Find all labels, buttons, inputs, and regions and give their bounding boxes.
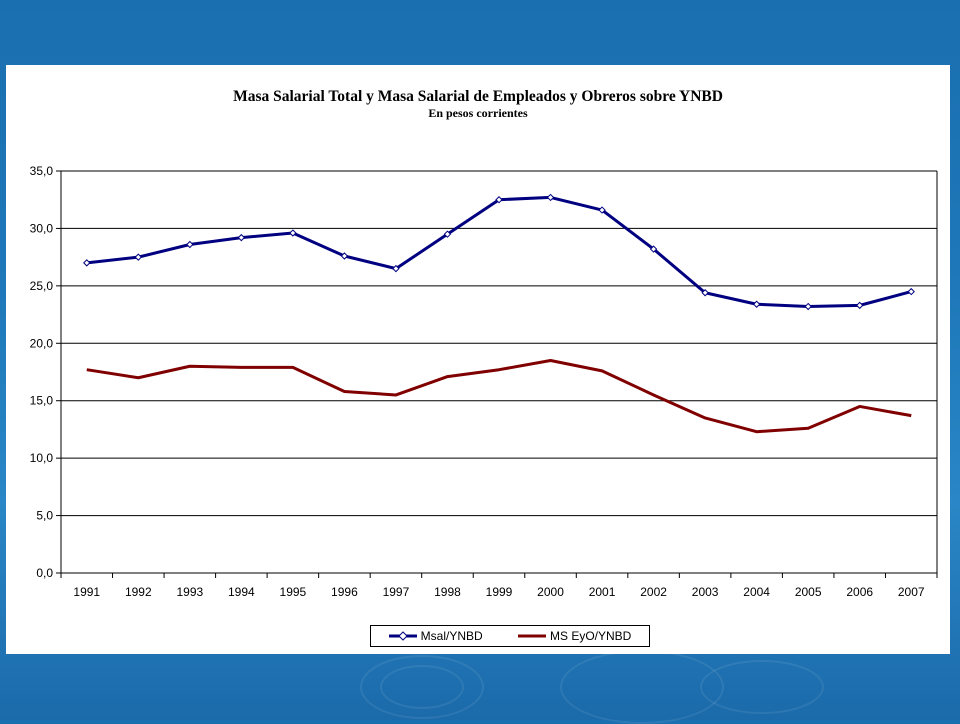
y-tick-label: 25,0 bbox=[30, 279, 54, 293]
x-tick-label: 1996 bbox=[331, 585, 358, 599]
data-point-msal bbox=[84, 260, 90, 266]
x-tick-label: 1995 bbox=[280, 585, 307, 599]
x-tick-label: 1993 bbox=[176, 585, 203, 599]
x-tick-label: 1991 bbox=[73, 585, 100, 599]
y-tick-label: 0,0 bbox=[36, 566, 53, 580]
x-tick-label: 1997 bbox=[383, 585, 410, 599]
y-tick-label: 30,0 bbox=[30, 221, 54, 235]
data-point-msal bbox=[805, 304, 811, 310]
x-tick-label: 1999 bbox=[486, 585, 513, 599]
x-tick-label: 1998 bbox=[434, 585, 461, 599]
legend-item-ms-eyo: MS EyO/YNBD bbox=[518, 629, 631, 643]
data-point-msal bbox=[754, 301, 760, 307]
background-ripple bbox=[700, 660, 824, 714]
legend-label-ms-eyo: MS EyO/YNBD bbox=[550, 629, 631, 643]
y-tick-label: 35,0 bbox=[30, 164, 54, 178]
background-ripple bbox=[380, 665, 464, 709]
x-tick-label: 1994 bbox=[228, 585, 255, 599]
x-tick-label: 2001 bbox=[589, 585, 616, 599]
x-tick-label: 1992 bbox=[125, 585, 152, 599]
legend-label-msal: Msal/YNBD bbox=[421, 629, 483, 643]
legend-swatch-ms-eyo bbox=[518, 630, 546, 642]
legend-item-msal: Msal/YNBD bbox=[389, 629, 483, 643]
series-line-msal bbox=[87, 197, 911, 306]
y-tick-label: 20,0 bbox=[30, 336, 54, 350]
x-tick-label: 2006 bbox=[846, 585, 873, 599]
chart-panel: Masa Salarial Total y Masa Salarial de E… bbox=[6, 65, 950, 654]
x-tick-label: 2003 bbox=[692, 585, 719, 599]
y-tick-label: 10,0 bbox=[30, 451, 54, 465]
y-tick-label: 5,0 bbox=[36, 509, 53, 523]
series-line-ms-eyo bbox=[87, 361, 911, 432]
x-tick-label: 2005 bbox=[795, 585, 822, 599]
x-tick-label: 2002 bbox=[640, 585, 667, 599]
data-point-msal bbox=[548, 194, 554, 200]
chart-legend: Msal/YNBD MS EyO/YNBD bbox=[370, 625, 650, 647]
data-point-msal bbox=[238, 235, 244, 241]
x-tick-label: 2004 bbox=[743, 585, 770, 599]
y-tick-label: 15,0 bbox=[30, 394, 54, 408]
line-chart: 0,0 5,0 10,0 15,0 20,0 25,0 30,0 35,0 1991 1992 19… bbox=[6, 65, 950, 605]
x-tick-label: 2000 bbox=[537, 585, 564, 599]
data-point-msal bbox=[135, 254, 141, 260]
legend-swatch-msal bbox=[389, 630, 417, 642]
x-tick-label: 2007 bbox=[898, 585, 925, 599]
data-point-msal bbox=[187, 242, 193, 248]
